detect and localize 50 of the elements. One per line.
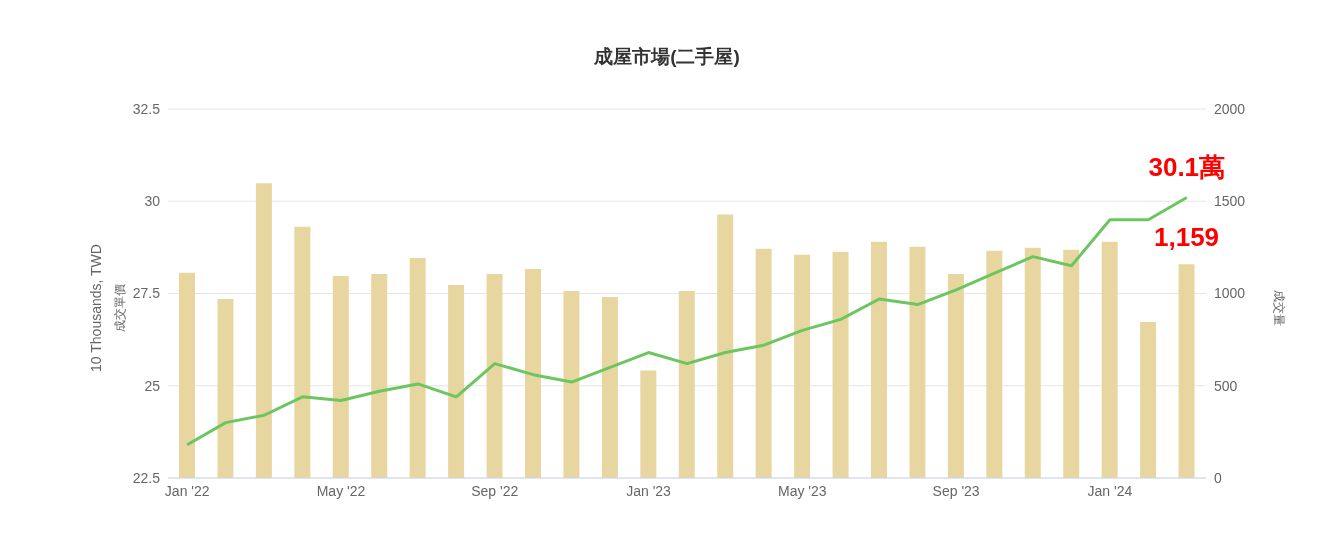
bar — [1024, 247, 1041, 478]
bar — [448, 285, 465, 478]
bar — [1063, 249, 1080, 478]
y2-tick-label: 0 — [1214, 469, 1222, 486]
bar — [871, 241, 887, 478]
x-tick-label: Sep '23 — [932, 482, 980, 499]
bar — [409, 257, 426, 478]
bar — [832, 251, 849, 478]
bar — [909, 246, 926, 478]
x-tick-label: May '23 — [778, 482, 827, 499]
bar — [717, 214, 734, 478]
text: 成交單價 — [111, 284, 128, 332]
y-tick-label: 25 — [144, 377, 161, 394]
y2-axis-title: 成交量 — [1270, 290, 1287, 326]
bar — [755, 248, 772, 478]
bar — [255, 183, 272, 478]
y-axis-title: 10 Thousands, TWD — [88, 244, 104, 372]
x-tick-label: Jan '23 — [626, 482, 672, 499]
bar — [486, 273, 503, 478]
y-tick-label: 30 — [144, 193, 161, 210]
chart-title: 成屋市場(二手屋) — [593, 45, 741, 69]
bar — [179, 272, 195, 478]
bar — [525, 268, 541, 478]
y2-tick-label: 500 — [1214, 377, 1238, 394]
bar — [794, 254, 811, 478]
bar — [640, 370, 657, 478]
x-tick-label: Jan '24 — [1087, 482, 1133, 499]
bar — [217, 299, 234, 478]
x-tick-label: Jan '22 — [164, 482, 210, 499]
bar — [678, 290, 695, 478]
bar — [294, 226, 311, 478]
annotation: 30.1萬 — [1148, 151, 1226, 182]
y-tick-label: 32.5 — [132, 100, 161, 117]
y2-tick-label: 1500 — [1214, 193, 1246, 210]
bar — [332, 275, 349, 478]
bar — [1178, 264, 1195, 478]
bar — [947, 273, 964, 478]
y-tick-label: 22.5 — [132, 469, 161, 486]
bar — [1140, 322, 1157, 478]
bar — [601, 297, 618, 478]
y2-tick-label: 1000 — [1214, 285, 1246, 302]
annotation: 1,159 — [1154, 222, 1220, 253]
y-tick-label: 27.5 — [132, 285, 161, 302]
bar — [371, 273, 388, 478]
y2-tick-label: 2000 — [1214, 100, 1246, 117]
x-tick-label: May '22 — [316, 482, 366, 499]
bar — [1101, 241, 1118, 478]
x-tick-label: Sep '22 — [471, 482, 519, 499]
bar — [986, 250, 1003, 478]
bar — [563, 290, 580, 478]
